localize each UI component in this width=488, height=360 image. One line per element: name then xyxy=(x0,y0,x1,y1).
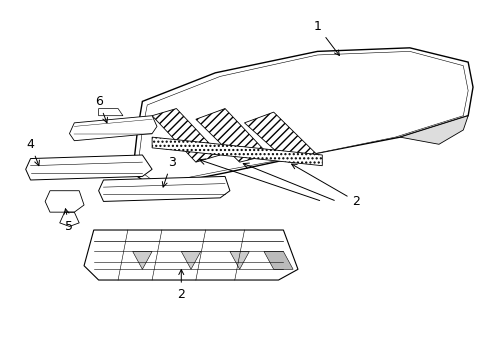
Polygon shape xyxy=(229,251,249,269)
Text: 2: 2 xyxy=(291,164,360,208)
Polygon shape xyxy=(132,251,152,269)
Polygon shape xyxy=(132,48,472,187)
Polygon shape xyxy=(26,155,152,180)
Text: 6: 6 xyxy=(95,95,107,123)
Polygon shape xyxy=(99,109,122,116)
Polygon shape xyxy=(181,251,201,269)
Text: 4: 4 xyxy=(26,138,40,166)
Polygon shape xyxy=(196,109,268,162)
Polygon shape xyxy=(69,116,157,141)
Text: 2: 2 xyxy=(177,270,185,301)
Polygon shape xyxy=(99,176,229,202)
Polygon shape xyxy=(152,109,220,162)
Text: 5: 5 xyxy=(64,209,73,233)
Text: 1: 1 xyxy=(313,20,339,55)
Polygon shape xyxy=(399,116,467,144)
Polygon shape xyxy=(84,230,297,280)
Polygon shape xyxy=(264,251,292,269)
Polygon shape xyxy=(45,191,84,212)
Polygon shape xyxy=(244,112,317,162)
Polygon shape xyxy=(152,137,322,166)
Polygon shape xyxy=(137,51,467,184)
Text: 3: 3 xyxy=(162,156,175,187)
